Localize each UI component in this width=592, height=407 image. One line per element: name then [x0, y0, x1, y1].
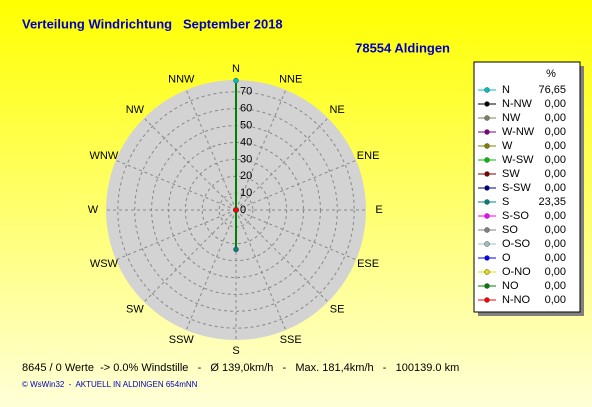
direction-label: ESE — [357, 258, 379, 270]
direction-label: W — [88, 204, 99, 216]
credit: © WsWin32 - AKTUELL IN ALDINGEN 654mNN — [22, 380, 198, 389]
legend-marker — [484, 255, 490, 261]
legend-marker — [484, 157, 490, 163]
legend-marker — [484, 269, 490, 275]
legend-name: SW — [502, 168, 520, 180]
legend-value: 0,00 — [545, 182, 566, 194]
direction-label: ENE — [357, 150, 380, 162]
legend-name: N-NW — [502, 98, 533, 110]
legend-name: S-SW — [502, 182, 531, 194]
footer: 8645 / 0 Werte -> 0.0% Windstille - Ø 13… — [22, 362, 459, 374]
radar-point — [233, 77, 239, 84]
legend-marker — [484, 101, 490, 107]
legend-value: 0,00 — [545, 126, 566, 138]
direction-label: NE — [329, 104, 344, 116]
legend-marker — [484, 283, 490, 289]
legend-name: NO — [502, 280, 519, 292]
legend-marker — [484, 115, 490, 121]
legend-marker — [484, 171, 490, 177]
legend-value: 0,00 — [545, 294, 566, 306]
legend-name: S-SO — [502, 210, 529, 222]
legend-marker — [484, 129, 490, 135]
grid-spoke — [143, 117, 237, 211]
grid-spoke — [235, 89, 287, 211]
legend-name: S — [502, 196, 509, 208]
chart-title: Verteilung Windrichtung September 2018 — [22, 16, 283, 31]
legend-value: 0,00 — [545, 112, 566, 124]
grid-spoke — [235, 159, 357, 211]
legend-name: SO — [502, 224, 518, 236]
legend-name: W-NW — [502, 126, 535, 138]
legend-marker — [484, 297, 490, 303]
legend-marker — [484, 185, 490, 191]
radar-point — [233, 207, 239, 213]
r-tick-label: 60 — [240, 103, 252, 115]
direction-label: NNE — [279, 74, 302, 86]
grid-spoke — [115, 159, 237, 211]
direction-label: SSW — [169, 334, 195, 346]
grid-spoke — [235, 209, 287, 331]
r-tick-label: 10 — [240, 187, 252, 199]
r-tick-label: 20 — [240, 170, 252, 182]
chart-subtitle: 78554 Aldingen — [355, 40, 450, 55]
grid-spoke — [143, 209, 237, 303]
legend-value: 0,00 — [545, 280, 566, 292]
legend-value: 0,00 — [545, 140, 566, 152]
r-tick-label: 40 — [240, 136, 252, 148]
direction-label: S — [232, 345, 239, 357]
legend-value: 76,65 — [538, 84, 566, 96]
direction-label: N — [232, 63, 240, 75]
legend-name: O-SO — [502, 238, 531, 250]
grid-spoke — [235, 209, 329, 303]
grid-spoke — [235, 117, 329, 211]
direction-label: E — [375, 204, 382, 216]
r-tick-label: 0 — [240, 204, 246, 216]
legend-value: 0,00 — [545, 98, 566, 110]
legend-marker — [484, 87, 490, 93]
legend-name: NW — [502, 112, 521, 124]
legend-value: 0,00 — [545, 154, 566, 166]
legend-marker — [484, 143, 490, 149]
direction-label: NNW — [168, 74, 195, 86]
direction-label: WNW — [90, 150, 119, 162]
legend-marker — [484, 213, 490, 219]
legend-name: W-SW — [502, 154, 534, 166]
grid-spoke — [185, 89, 237, 211]
legend-value: 0,00 — [545, 168, 566, 180]
direction-label: WSW — [90, 258, 119, 270]
legend-value: 23,35 — [538, 196, 566, 208]
grid-spoke — [235, 209, 357, 261]
legend-value: 0,00 — [545, 266, 566, 278]
legend-value: 0,00 — [545, 238, 566, 250]
legend-value: 0,00 — [545, 224, 566, 236]
grid-spoke — [185, 209, 237, 331]
r-tick-label: 70 — [240, 86, 252, 98]
direction-label: SE — [330, 304, 345, 316]
direction-label: SSE — [280, 334, 302, 346]
legend-value: 0,00 — [545, 210, 566, 222]
legend-marker — [484, 199, 490, 205]
legend-name: N-NO — [502, 294, 531, 306]
grid-ring — [117, 91, 355, 329]
direction-label: SW — [126, 304, 144, 316]
r-tick-label: 30 — [240, 153, 252, 165]
legend-value: 0,00 — [545, 252, 566, 264]
legend-name: O-NO — [502, 266, 531, 278]
legend-name: N — [502, 84, 510, 96]
legend-name: O — [502, 252, 511, 264]
legend-marker — [484, 227, 490, 233]
direction-label: NW — [126, 104, 145, 116]
grid-spoke — [115, 209, 237, 261]
legend-header: % — [546, 68, 556, 80]
legend-name: W — [502, 140, 513, 152]
legend-marker — [484, 241, 490, 247]
r-tick-label: 50 — [240, 119, 252, 131]
radar-point — [233, 246, 239, 253]
